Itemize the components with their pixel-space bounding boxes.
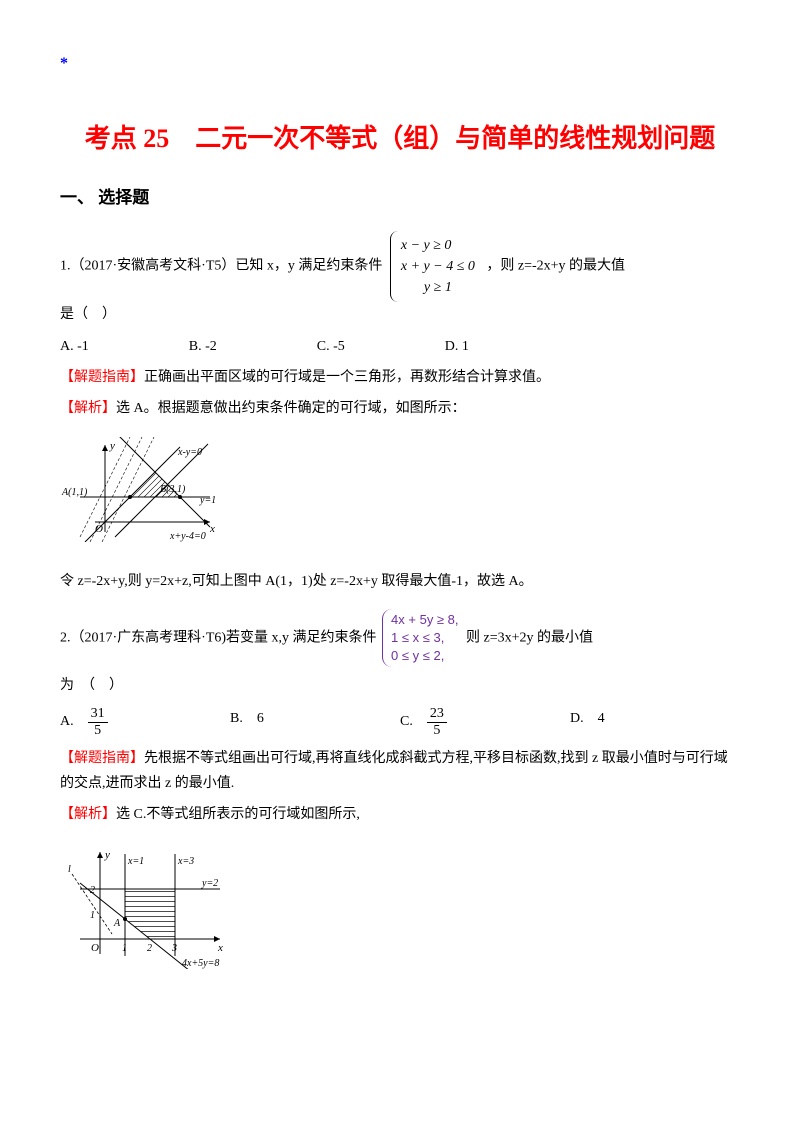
svg-text:O: O — [91, 942, 99, 954]
q2-chart-svg: 1 2 3 1 2 O y x A l x=1 x=3 y=2 4x+5y=8 — [60, 844, 235, 969]
svg-text:1: 1 — [122, 943, 127, 954]
q2-figure: 1 2 3 1 2 O y x A l x=1 x=3 y=2 4x+5y=8 — [60, 844, 235, 969]
optC-num: 23 — [427, 706, 447, 722]
svg-text:2: 2 — [90, 885, 95, 896]
label-A: A(1,1) — [61, 487, 88, 498]
section-heading: 一、 选择题 — [60, 183, 740, 214]
svg-text:A: A — [113, 918, 121, 929]
svg-text:x: x — [217, 942, 223, 954]
q2-hint: 【解题指南】先根据不等式组画出可行域,再将直线化成斜截式方程,平移目标函数,找到… — [60, 746, 740, 796]
q1-options: A. -1 B. -2 C. -5 D. 1 — [60, 334, 740, 359]
q2-c3: 0 ≤ y ≤ 2, — [391, 647, 458, 665]
q1-suffix: ，则 z=-2x+y 的最大值 — [486, 259, 625, 274]
svg-text:l: l — [68, 864, 71, 875]
label-line3: x+y-4=0 — [169, 531, 206, 542]
q1-conclusion: 令 z=-2x+y,则 y=2x+z,可知上图中 A(1，1)处 z=-2x+y… — [60, 569, 740, 594]
asterisk-mark: * — [60, 50, 740, 79]
fraction-icon: 315 — [88, 706, 108, 738]
svg-text:2: 2 — [147, 943, 152, 954]
question-1: 1.（2017·安徽高考文科·T5）已知 x，y 满足约束条件 x − y ≥ … — [60, 231, 740, 594]
q2-options: A. 315 B. 6 C. 235 D. 4 — [60, 706, 740, 738]
svg-text:x=3: x=3 — [177, 856, 194, 867]
svg-text:y: y — [104, 849, 110, 861]
q2-stem: 2.（2017·广东高考理科·T6)若变量 x,y 满足约束条件 4x + 5y… — [60, 609, 740, 668]
q2-c1: 4x + 5y ≥ 8, — [391, 611, 458, 629]
q1-analysis: 【解析】选 A。根据题意做出约束条件确定的可行域，如图所示： — [60, 396, 740, 421]
q1-tail: 是（ ） — [60, 302, 740, 327]
origin-label: O — [95, 523, 103, 535]
q1-optA: A. -1 — [60, 334, 89, 359]
q2-c2: 1 ≤ x ≤ 3, — [391, 629, 458, 647]
optA-prefix: A. — [60, 714, 88, 729]
q2-analysis: 【解析】选 C.不等式组所表示的可行域如图所示, — [60, 802, 740, 827]
axis-y-label: y — [109, 440, 115, 452]
q2-optD: D. 4 — [570, 706, 740, 738]
hint-label: 【解题指南】 — [60, 751, 144, 766]
analysis-label: 【解析】 — [60, 401, 116, 416]
page-title: 考点 25 二元一次不等式（组）与简单的线性规划问题 — [60, 119, 740, 158]
fraction-icon: 235 — [427, 706, 447, 738]
q1-constraints: x − y ≥ 0 x + y − 4 ≤ 0 y ≥ 1 — [390, 231, 479, 302]
q2-optB: B. 6 — [230, 706, 400, 738]
axis-x-label: x — [209, 523, 215, 535]
question-2: 2.（2017·广东高考理科·T6)若变量 x,y 满足约束条件 4x + 5y… — [60, 609, 740, 990]
optA-num: 31 — [88, 706, 108, 722]
q1-hint-text: 正确画出平面区域的可行域是一个三角形，再数形结合计算求值。 — [144, 370, 550, 385]
label-line1: x-y=0 — [177, 447, 202, 458]
q2-suffix: 则 z=3x+2y 的最小值 — [466, 630, 593, 645]
q1-c1: x − y ≥ 0 — [401, 235, 475, 256]
q1-c3: y ≥ 1 — [401, 277, 475, 298]
q2-tail: 为 （ ） — [60, 673, 740, 698]
svg-text:1: 1 — [90, 910, 95, 921]
q2-optC: C. 235 — [400, 706, 570, 738]
q1-ana-text: 选 A。根据题意做出约束条件确定的可行域，如图所示： — [116, 401, 466, 416]
q1-figure: y x O A(1,1) B(3,1) x-y=0 y=1 x+y-4=0 — [60, 437, 225, 542]
q2-hint-text: 先根据不等式组画出可行域,再将直线化成斜截式方程,平移目标函数,找到 z 取最小… — [60, 751, 728, 791]
q1-chart-svg: y x O A(1,1) B(3,1) x-y=0 y=1 x+y-4=0 — [60, 437, 225, 542]
optA-den: 5 — [88, 723, 108, 738]
svg-text:y=2: y=2 — [201, 878, 218, 889]
optC-prefix: C. — [400, 714, 427, 729]
label-B: B(3,1) — [160, 484, 186, 495]
optC-den: 5 — [427, 723, 447, 738]
q1-c2: x + y − 4 ≤ 0 — [401, 256, 475, 277]
q2-ana-text: 选 C.不等式组所表示的可行域如图所示, — [116, 807, 360, 822]
analysis-label: 【解析】 — [60, 807, 116, 822]
q2-constraints: 4x + 5y ≥ 8, 1 ≤ x ≤ 3, 0 ≤ y ≤ 2, — [382, 609, 460, 668]
q1-optC: C. -5 — [317, 334, 345, 359]
q2-optA: A. 315 — [60, 706, 230, 738]
svg-text:3: 3 — [171, 943, 177, 954]
q1-prefix: 1.（2017·安徽高考文科·T5）已知 x，y 满足约束条件 — [60, 259, 382, 274]
svg-text:x=1: x=1 — [127, 856, 144, 867]
label-line2: y=1 — [199, 495, 216, 506]
hint-label: 【解题指南】 — [60, 370, 144, 385]
q1-stem: 1.（2017·安徽高考文科·T5）已知 x，y 满足约束条件 x − y ≥ … — [60, 231, 740, 302]
svg-text:4x+5y=8: 4x+5y=8 — [182, 958, 219, 969]
q2-prefix: 2.（2017·广东高考理科·T6)若变量 x,y 满足约束条件 — [60, 630, 377, 645]
q1-optB: B. -2 — [189, 334, 217, 359]
q1-optD: D. 1 — [445, 334, 469, 359]
q1-hint: 【解题指南】正确画出平面区域的可行域是一个三角形，再数形结合计算求值。 — [60, 365, 740, 390]
